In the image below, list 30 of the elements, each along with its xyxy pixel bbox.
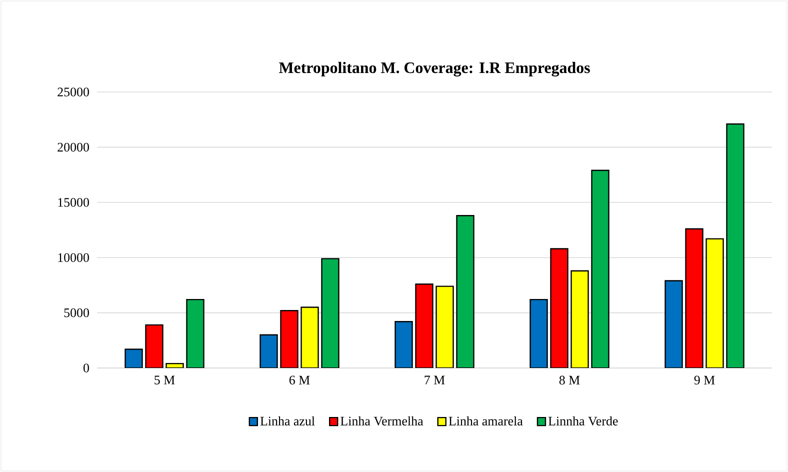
legend-label: Linnha Verde [548,416,618,426]
bar [570,270,589,368]
x-tick-label: 5 M [154,376,175,384]
legend-label: Linha amarela [448,416,523,426]
chart-title: Metropolitano M. Coverage: I.R Empregados [279,62,590,76]
bar [550,248,568,368]
y-tick-label: 5000 [64,308,89,318]
bar [436,286,454,368]
bar [280,310,298,368]
legend-label: Linha azul [260,416,315,426]
y-tick-label: 25000 [58,88,89,96]
bar [456,215,474,368]
y-tick-label: 15000 [58,198,89,207]
bar [726,123,744,368]
bar [186,298,204,368]
x-tick-label: 6 M [289,376,310,384]
bar [530,298,548,368]
x-tick-label: 9 M [694,376,715,384]
x-tick-label: 7 M [424,376,445,384]
bar [415,283,434,368]
y-tick-label: 0 [84,364,89,372]
bar [664,280,683,368]
bar [591,170,610,368]
bar [706,238,724,368]
y-tick-label: 20000 [58,142,89,152]
legend-label: Linha Vermelha [340,416,424,426]
bar [685,228,704,368]
x-tick-label: 8 M [559,376,580,385]
bar [321,258,340,368]
y-tick-label: 10000 [58,253,89,262]
